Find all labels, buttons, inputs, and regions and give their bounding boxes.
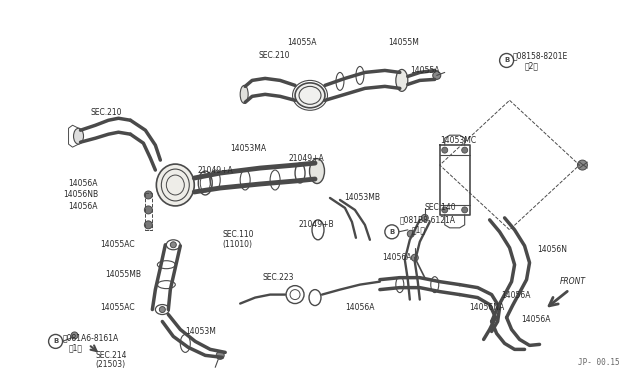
Text: （1）: （1） <box>68 343 83 352</box>
Ellipse shape <box>156 164 195 206</box>
Circle shape <box>461 207 468 213</box>
Circle shape <box>145 191 152 199</box>
Text: 21049+B: 21049+B <box>298 220 333 230</box>
Text: 14056NA: 14056NA <box>470 303 505 312</box>
Text: 14055M: 14055M <box>388 38 419 47</box>
Text: 14055A: 14055A <box>410 66 439 75</box>
Circle shape <box>170 242 176 248</box>
Text: (21503): (21503) <box>95 360 125 369</box>
Text: Ⓑ081A6-8161A: Ⓑ081A6-8161A <box>63 333 119 342</box>
Text: FRONT: FRONT <box>559 277 586 286</box>
Text: SEC.140: SEC.140 <box>425 203 456 212</box>
Text: 14056A: 14056A <box>68 202 98 211</box>
Text: B: B <box>389 229 394 235</box>
Ellipse shape <box>310 158 324 183</box>
Circle shape <box>433 71 441 79</box>
Ellipse shape <box>240 86 248 103</box>
Ellipse shape <box>74 128 83 144</box>
Text: 14053MA: 14053MA <box>230 144 266 153</box>
Text: 14053M: 14053M <box>186 327 216 336</box>
Text: 14056A: 14056A <box>502 291 531 300</box>
Text: 14055AC: 14055AC <box>100 303 135 312</box>
Text: SEC.210: SEC.210 <box>258 51 290 60</box>
Circle shape <box>442 207 448 213</box>
Text: SEC.223: SEC.223 <box>262 273 294 282</box>
Circle shape <box>216 352 224 359</box>
Ellipse shape <box>396 70 408 92</box>
Circle shape <box>71 332 78 339</box>
Text: 14055A: 14055A <box>287 38 317 47</box>
Circle shape <box>145 221 152 229</box>
Text: Ⓑ08158-8201E: Ⓑ08158-8201E <box>513 51 568 60</box>
Text: B: B <box>53 339 58 344</box>
Text: SEC.214: SEC.214 <box>95 351 127 360</box>
Circle shape <box>145 206 152 214</box>
Circle shape <box>407 230 414 237</box>
Text: 21049+A: 21049+A <box>288 154 324 163</box>
Text: （2）: （2） <box>525 61 538 70</box>
Text: （1）: （1） <box>412 225 426 234</box>
Circle shape <box>461 147 468 153</box>
Text: 14053MB: 14053MB <box>344 193 380 202</box>
Text: 14053MC: 14053MC <box>440 136 476 145</box>
Text: (11010): (11010) <box>222 240 252 249</box>
Text: 14056A: 14056A <box>68 179 98 187</box>
Text: 14055AC: 14055AC <box>100 240 135 249</box>
Text: SEC.110: SEC.110 <box>222 230 253 239</box>
Text: SEC.210: SEC.210 <box>90 108 122 117</box>
Text: 14056A: 14056A <box>522 315 551 324</box>
Ellipse shape <box>295 83 325 108</box>
Text: 21049+A: 21049+A <box>197 166 233 174</box>
Text: 14056A: 14056A <box>382 253 412 262</box>
Circle shape <box>442 147 448 153</box>
Text: 14056A: 14056A <box>345 303 374 312</box>
Circle shape <box>577 160 588 170</box>
Circle shape <box>421 214 428 221</box>
Text: B: B <box>504 57 509 64</box>
Text: 14056NB: 14056NB <box>63 190 99 199</box>
Text: Ⓑ081B8-6121A: Ⓑ081B8-6121A <box>400 215 456 224</box>
Circle shape <box>412 254 419 261</box>
Text: JP- 00.15: JP- 00.15 <box>578 358 620 367</box>
Text: 14055MB: 14055MB <box>106 270 141 279</box>
Circle shape <box>159 307 165 312</box>
Text: 14056N: 14056N <box>538 245 568 254</box>
